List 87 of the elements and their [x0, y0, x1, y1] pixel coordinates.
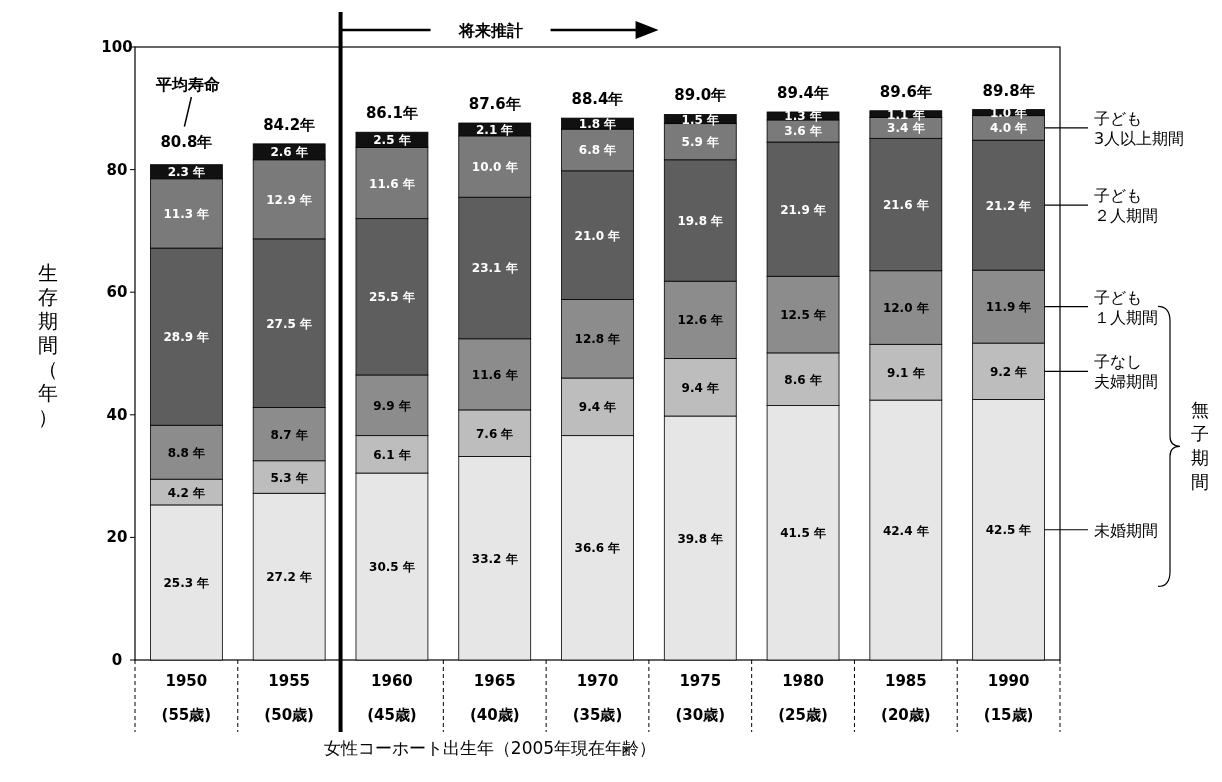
total-label: 84.2年	[263, 115, 316, 134]
data-label: 42.5 年	[985, 523, 1032, 538]
data-label: 2.6 年	[270, 145, 308, 160]
data-label: 1.8 年	[578, 117, 617, 132]
legend-label: 未婚期間	[1094, 520, 1158, 540]
y-tick-label: 40	[106, 405, 128, 424]
data-label: 4.2 年	[167, 485, 206, 500]
data-label: 19.8 年	[677, 213, 724, 228]
data-label: 1.1 年	[887, 107, 925, 122]
total-label: 80.8年	[160, 132, 213, 151]
data-label: 21.0 年	[574, 228, 621, 243]
data-label: 1.5 年	[681, 112, 719, 127]
data-label: 9.9 年	[373, 398, 411, 413]
data-label: 8.8 年	[167, 445, 206, 460]
data-label: 9.4 年	[578, 400, 617, 415]
x-tick-label: 1980 (25歳)	[778, 672, 828, 724]
y-tick-label: 20	[106, 528, 128, 547]
total-label: 87.6年	[468, 95, 521, 114]
data-label: 6.1 年	[373, 447, 411, 462]
y-tick-label: 100	[101, 38, 133, 56]
data-label: 27.2 年	[266, 570, 313, 585]
legend-label: 子ども２人期間	[1094, 186, 1158, 226]
x-axis-title: 女性コーホート出生年（2005年現在年齢）	[323, 738, 657, 758]
data-label: 2.5 年	[373, 133, 411, 148]
data-label: 9.1 年	[887, 365, 925, 380]
data-label: 30.5 年	[369, 560, 415, 575]
x-tick-label: 1965 (40歳)	[469, 672, 520, 724]
y-tick-label: 0	[111, 651, 123, 669]
data-label: 9.2 年	[989, 364, 1028, 379]
data-label: 21.9 年	[780, 202, 826, 217]
data-label: 12.0 年	[882, 301, 929, 316]
data-label: 25.3 年	[163, 575, 210, 590]
data-label: 5.9 年	[681, 135, 719, 150]
data-label: 21.6 年	[882, 198, 929, 213]
total-label: 89.4年	[777, 83, 830, 102]
total-label: 86.1年	[365, 104, 418, 123]
total-label: 89.6年	[879, 82, 932, 101]
data-label: 12.8 年	[574, 332, 621, 347]
x-tick-label: 1975 (30歳)	[675, 672, 726, 724]
x-tick-label: 1985 (20歳)	[881, 672, 931, 724]
data-label: 12.5 年	[780, 308, 826, 323]
data-label: 4.0 年	[989, 121, 1028, 136]
data-label: 2.3 年	[167, 165, 206, 180]
legend-label: 子ども3人以上期間	[1094, 108, 1185, 148]
data-label: 9.4 年	[681, 380, 719, 395]
data-label: 25.5 年	[369, 290, 415, 305]
data-label: 2.1 年	[476, 122, 514, 137]
annotation: 平均寿命	[155, 75, 221, 94]
data-label: 7.6 年	[476, 426, 514, 441]
text: 将来推計	[457, 21, 523, 40]
data-label: 3.4 年	[887, 121, 925, 136]
data-label: 42.4 年	[882, 523, 929, 538]
x-tick-label: 1970 (35歳)	[572, 672, 623, 724]
x-tick-label: 1960 (45歳)	[367, 672, 417, 724]
text: 無子期間	[1191, 399, 1209, 493]
data-label: 11.6 年	[369, 176, 415, 191]
data-label: 36.6 年	[574, 541, 621, 556]
data-label: 10.0 年	[471, 160, 518, 175]
x-tick-label: 1955 (50歳)	[264, 672, 314, 724]
data-label: 6.8 年	[578, 143, 617, 158]
total-label: 89.0年	[674, 86, 727, 105]
legend-label: 子なし夫婦期間	[1094, 352, 1158, 392]
y-tick-label: 80	[106, 160, 128, 179]
data-label: 3.6 年	[784, 124, 822, 139]
data-label: 5.3 年	[270, 470, 308, 485]
x-tick-label: 1990 (15歳)	[983, 672, 1034, 724]
total-label: 88.4年	[571, 90, 624, 109]
data-label: 1.3 年	[784, 109, 822, 124]
y-axis-title: 生存期間（年）	[38, 261, 58, 429]
data-label: 8.6 年	[784, 372, 822, 387]
data-label: 33.2 年	[471, 551, 518, 566]
data-label: 21.2 年	[985, 198, 1032, 213]
data-label: 12.9 年	[266, 192, 313, 207]
data-label: 11.9 年	[985, 300, 1032, 315]
y-tick-label: 60	[106, 283, 128, 302]
legend-label: 子ども１人期間	[1094, 287, 1158, 327]
x-tick-label: 1950 (55歳)	[161, 672, 212, 724]
data-label: 8.7 年	[270, 427, 308, 442]
data-label: 11.3 年	[163, 206, 210, 221]
data-label: 23.1 年	[471, 261, 518, 276]
data-label: 39.8 年	[677, 531, 724, 546]
data-label: 28.9 年	[163, 330, 210, 345]
data-label: 11.6 年	[471, 367, 518, 382]
data-label: 12.6 年	[677, 313, 724, 328]
data-label: 41.5 年	[780, 526, 826, 541]
data-label: 27.5 年	[266, 316, 313, 331]
total-label: 89.8年	[982, 81, 1035, 100]
